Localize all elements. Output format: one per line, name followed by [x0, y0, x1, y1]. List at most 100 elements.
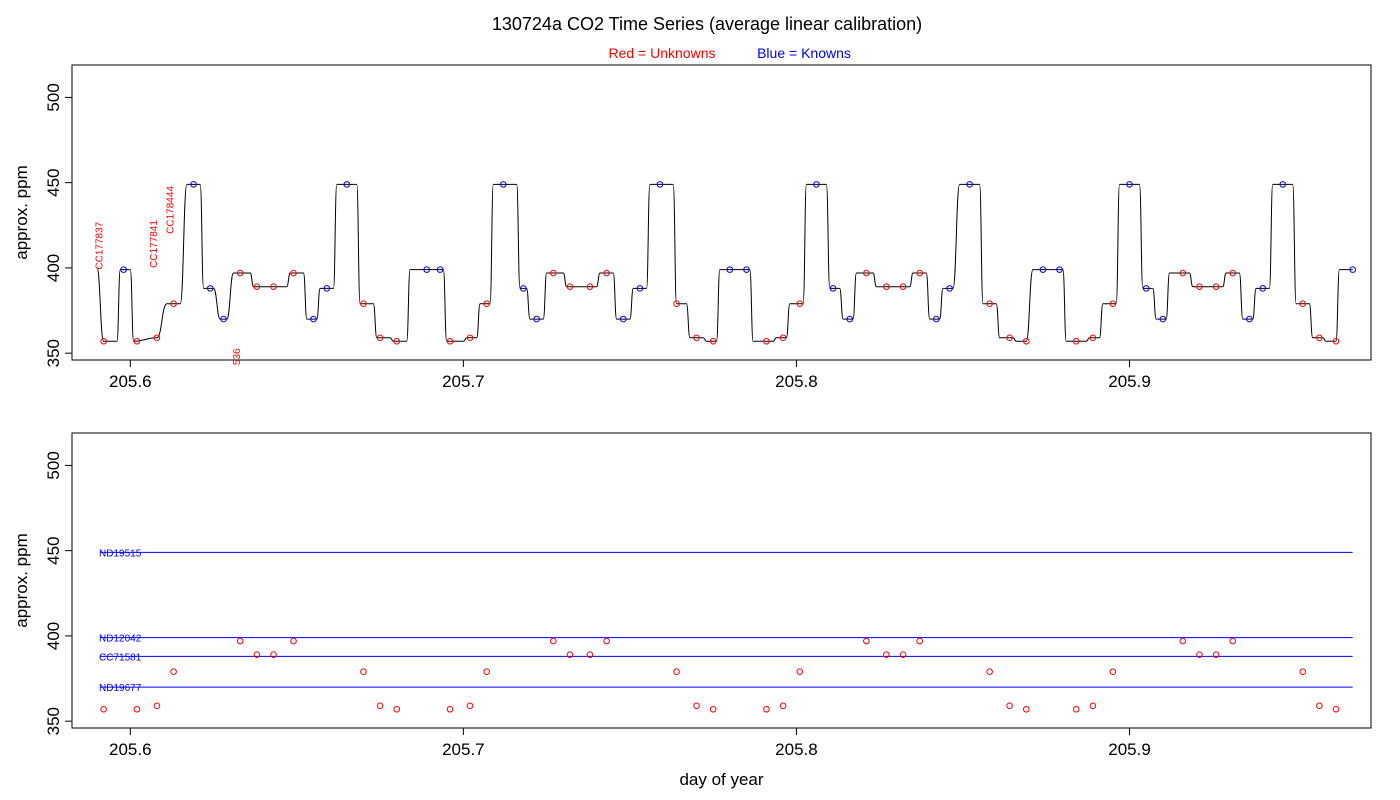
- known-point: [423, 266, 431, 273]
- unknown-point: [763, 705, 770, 713]
- unknown-point: [446, 705, 454, 713]
- co2-trace-line: [96, 183, 1353, 342]
- legend-knowns: Blue = Knowns: [757, 45, 851, 61]
- known-point: [813, 181, 820, 188]
- unknown-point: [1022, 705, 1030, 713]
- unknown-point: [779, 334, 787, 342]
- unknown-point: [100, 705, 107, 713]
- unknown-point: [586, 651, 594, 658]
- unknown-point: [1006, 702, 1013, 710]
- x-tick-label: 205.9: [1108, 740, 1151, 759]
- unknown-point: [709, 337, 717, 345]
- unknown-point: [1022, 337, 1030, 345]
- legend-knowns-word: Blue: [757, 45, 785, 61]
- unknown-point: [986, 300, 993, 308]
- known-point: [206, 285, 214, 292]
- y-tick-label: 400: [44, 254, 63, 282]
- unknown-point: [1316, 334, 1323, 342]
- top-panel: 205.6 205.7 205.8 205.9 350 400 450 500 approx. …: [12, 64, 1372, 391]
- known-point: [933, 315, 940, 323]
- unknown-point: [1089, 334, 1097, 342]
- y-tick-label: 400: [44, 622, 63, 650]
- known-point: [846, 315, 854, 323]
- known-point: [436, 266, 444, 273]
- unknown-point: [566, 651, 574, 658]
- sample-annotation: 536: [232, 348, 243, 365]
- known-point: [500, 181, 507, 188]
- reference-line-label: ND12042: [99, 634, 142, 645]
- unknown-point: [236, 637, 244, 645]
- unknown-point: [863, 269, 870, 277]
- known-point: [656, 181, 664, 188]
- y-tick-label: 350: [44, 339, 63, 367]
- unknown-point: [446, 337, 454, 345]
- unknown-point: [709, 705, 717, 713]
- unknown-point: [1332, 705, 1340, 713]
- unknown-point: [1072, 705, 1080, 713]
- unknown-point: [253, 651, 261, 658]
- bottom-panel: 205.6 205.7 205.8 205.9 350 400 450 500 approx. …: [12, 432, 1372, 789]
- known-point: [1246, 315, 1253, 323]
- unknown-point: [100, 337, 107, 345]
- unknown-point: [1299, 300, 1307, 308]
- unknown-point: [549, 637, 557, 645]
- legend-knowns-rest: = Knowns: [785, 45, 851, 61]
- unknown-point: [393, 337, 401, 345]
- unknown-point: [1212, 651, 1220, 658]
- y-tick-label: 500: [44, 451, 63, 479]
- known-point: [1159, 315, 1167, 323]
- unknown-point: [1316, 702, 1323, 710]
- unknown-point: [1299, 668, 1307, 676]
- x-tick-label: 205.8: [775, 740, 818, 759]
- unknown-point: [883, 651, 890, 658]
- unknown-point: [603, 269, 610, 277]
- unknown-point: [483, 668, 490, 676]
- unknown-point: [153, 702, 161, 710]
- unknown-point: [236, 269, 244, 277]
- y-tick-label: 450: [44, 168, 63, 196]
- unknown-point: [673, 668, 680, 676]
- unknown-point: [1212, 283, 1220, 290]
- unknown-point: [586, 283, 594, 290]
- reference-line-label: ND19677: [99, 683, 142, 694]
- unknown-point: [916, 637, 923, 645]
- unknown-point: [1179, 637, 1187, 645]
- known-point: [323, 285, 331, 292]
- known-point: [619, 315, 627, 323]
- plot-frame: [71, 64, 1372, 361]
- x-tick-label: 205.9: [1108, 372, 1151, 391]
- known-point: [1056, 266, 1063, 273]
- sample-annotation: CC178444: [166, 186, 177, 234]
- unknown-point: [863, 637, 870, 645]
- unknown-point: [1006, 334, 1013, 342]
- unknown-point: [566, 283, 574, 290]
- unknown-point: [796, 668, 804, 676]
- known-point: [520, 285, 527, 292]
- known-point: [946, 285, 953, 292]
- unknown-point: [986, 668, 993, 676]
- unknown-point: [1072, 337, 1080, 345]
- unknown-point: [693, 334, 700, 342]
- plot-frame: [71, 432, 1372, 729]
- legend-unknowns-word: Red: [608, 45, 634, 61]
- known-point: [1259, 285, 1267, 292]
- unknown-point: [1229, 269, 1237, 277]
- unknown-point: [270, 283, 277, 290]
- unknown-point: [170, 300, 177, 308]
- known-point: [726, 266, 734, 273]
- unknown-point: [1109, 300, 1117, 308]
- unknown-point: [1089, 702, 1097, 710]
- known-point: [120, 266, 127, 273]
- unknown-point: [549, 269, 557, 277]
- unknown-point: [883, 283, 890, 290]
- known-point: [1279, 181, 1287, 188]
- x-tick-label: 205.7: [442, 740, 485, 759]
- x-tick-label: 205.6: [109, 740, 152, 759]
- y-tick-label: 350: [44, 707, 63, 735]
- unknown-point: [1196, 651, 1203, 658]
- known-point: [310, 315, 317, 323]
- known-point: [636, 285, 644, 292]
- x-tick-label: 205.7: [442, 372, 485, 391]
- unknown-point: [796, 300, 804, 308]
